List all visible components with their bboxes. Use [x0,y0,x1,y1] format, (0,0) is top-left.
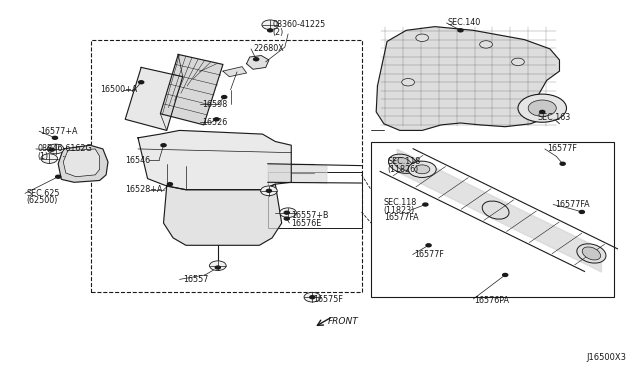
Circle shape [502,273,508,276]
Bar [92,39,362,292]
Circle shape [420,168,425,171]
Text: (1): (1) [38,152,49,161]
Polygon shape [125,67,182,131]
Text: (11826): (11826) [387,165,419,174]
Ellipse shape [388,154,417,173]
Text: 16577F: 16577F [415,250,444,259]
Text: SEC.140: SEC.140 [448,19,481,28]
Circle shape [284,211,289,214]
Circle shape [56,175,61,178]
Text: 16577F: 16577F [547,144,577,153]
Circle shape [458,29,463,32]
Circle shape [518,94,566,122]
Circle shape [304,292,321,302]
Polygon shape [58,145,108,182]
Ellipse shape [482,201,509,219]
Ellipse shape [577,244,606,263]
Circle shape [47,144,64,154]
Circle shape [168,183,173,186]
Text: 16577FA: 16577FA [384,213,419,222]
Text: SEC.118: SEC.118 [384,198,417,207]
Circle shape [161,144,166,147]
Circle shape [408,161,436,177]
Circle shape [260,186,277,196]
Polygon shape [246,55,269,69]
Polygon shape [63,149,100,177]
Circle shape [139,81,144,84]
Polygon shape [164,184,282,245]
Text: 08B46-6162G: 08B46-6162G [38,144,93,153]
Circle shape [52,137,58,139]
Text: J16500X3: J16500X3 [586,353,627,362]
Text: 08360-41225: 08360-41225 [272,20,325,29]
Text: 16576E: 16576E [291,219,321,228]
Circle shape [416,34,429,41]
Circle shape [540,110,545,113]
Text: (2): (2) [272,28,284,37]
Circle shape [209,261,226,270]
Text: SEC.625: SEC.625 [26,189,60,198]
Circle shape [402,78,415,86]
Text: SEC.118: SEC.118 [387,157,420,166]
Circle shape [423,203,428,206]
Text: 16577FA: 16577FA [555,200,589,209]
Circle shape [266,189,271,192]
Text: FRONT: FRONT [328,317,358,326]
Circle shape [511,58,524,65]
Circle shape [41,154,58,163]
Circle shape [579,211,584,214]
Polygon shape [376,27,559,131]
Text: 16546: 16546 [125,155,150,164]
Bar [268,172,362,228]
Circle shape [215,266,220,269]
Circle shape [560,162,565,165]
Circle shape [221,96,227,99]
Circle shape [262,20,278,30]
Circle shape [280,208,296,218]
Text: 16575F: 16575F [314,295,344,304]
Circle shape [528,100,556,116]
Text: (62500): (62500) [26,196,58,205]
Circle shape [426,244,431,247]
Bar [371,142,614,297]
Text: 22680X: 22680X [253,44,284,53]
Circle shape [310,296,315,299]
Text: SEC.163: SEC.163 [537,113,570,122]
Text: 16598: 16598 [202,100,227,109]
Circle shape [253,58,259,61]
Text: 16526: 16526 [202,118,227,127]
Polygon shape [138,131,291,190]
Ellipse shape [394,157,412,170]
Circle shape [479,41,492,48]
Polygon shape [161,54,223,125]
Circle shape [284,217,289,220]
Text: 16576PA: 16576PA [474,296,509,305]
Text: (11823): (11823) [384,206,415,215]
Circle shape [49,148,54,151]
Circle shape [415,165,430,174]
Text: 16500+A: 16500+A [100,85,137,94]
Circle shape [214,118,219,121]
Polygon shape [223,67,246,77]
Text: 16577+A: 16577+A [40,126,78,136]
Ellipse shape [582,247,600,260]
Text: 16528+A: 16528+A [125,185,163,194]
Text: 16557+B: 16557+B [291,211,329,220]
Text: 16557: 16557 [182,275,208,284]
Circle shape [268,29,273,32]
